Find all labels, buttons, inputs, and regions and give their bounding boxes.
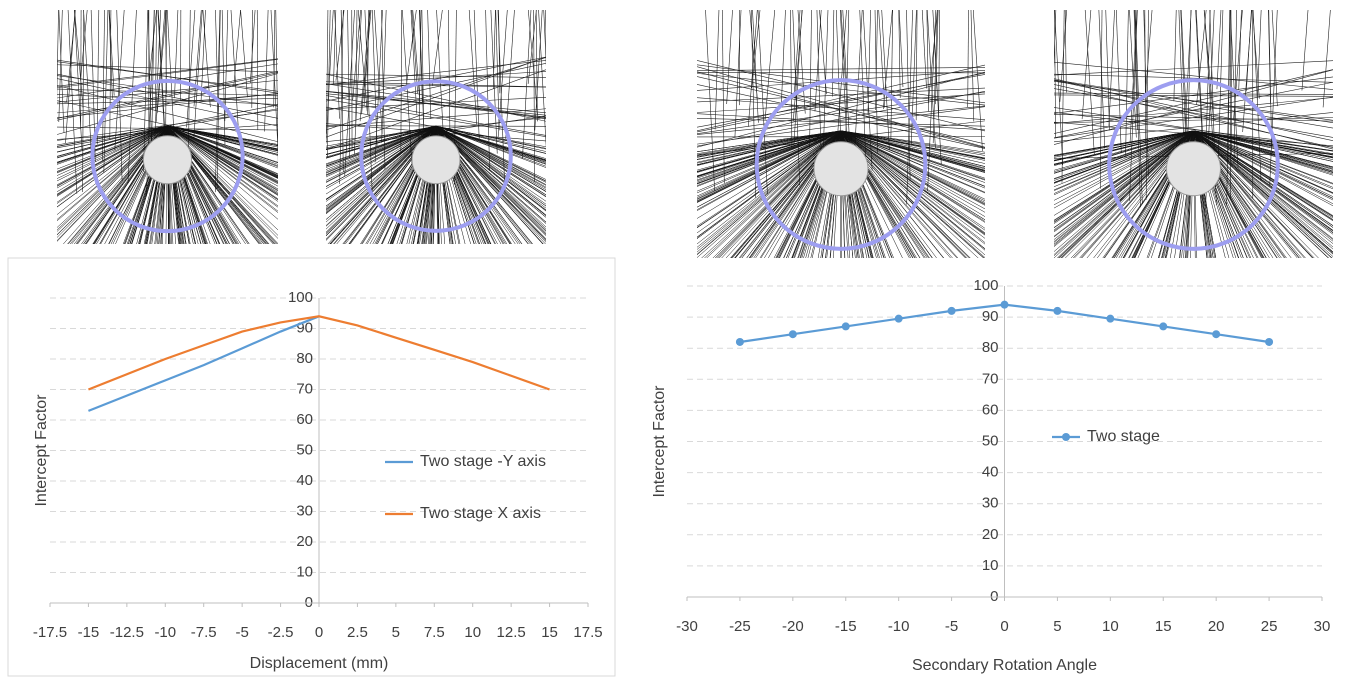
marker [789, 330, 797, 338]
x-tick-label: 12.5 [497, 624, 526, 641]
y-tick-label: 20 [296, 533, 313, 550]
receiver [1167, 142, 1221, 196]
x-tick-label: 10 [464, 624, 481, 641]
x-tick-label: -2.5 [268, 624, 294, 641]
x-tick-label: -30 [676, 618, 698, 635]
receiver [143, 136, 191, 184]
x-tick-label: 30 [1314, 618, 1331, 635]
y-tick-label: 100 [973, 277, 998, 294]
figure: 0102030405060708090100-17.5-15-12.5-10-7… [0, 0, 1345, 677]
marker [948, 307, 956, 315]
x-tick-label: 25 [1261, 618, 1278, 635]
y-tick-label: 50 [982, 432, 999, 449]
x-axis-title: Secondary Rotation Angle [912, 657, 1097, 674]
y-tick-label: 90 [982, 308, 999, 325]
x-tick-label: 0 [315, 624, 323, 641]
x-tick-label: 5 [1053, 618, 1061, 635]
y-tick-label: 100 [288, 289, 313, 306]
legend-marker [1062, 433, 1070, 441]
receiver [412, 136, 460, 184]
marker [1265, 338, 1273, 346]
x-tick-label: -25 [729, 618, 751, 635]
x-tick-label: 7.5 [424, 624, 445, 641]
legend-label: Two stage [1087, 428, 1160, 445]
x-axis-title: Displacement (mm) [250, 655, 389, 672]
x-tick-label: -17.5 [33, 624, 67, 641]
x-tick-label: 2.5 [347, 624, 368, 641]
y-axis-title: Intercept Factor [33, 394, 50, 507]
legend-label: Two stage X axis [420, 505, 541, 522]
y-tick-label: 10 [296, 563, 313, 580]
x-tick-label: -12.5 [110, 624, 144, 641]
x-tick-label: -10 [888, 618, 910, 635]
x-tick-label: -15 [835, 618, 857, 635]
x-tick-label: -15 [78, 624, 100, 641]
y-tick-label: 40 [982, 464, 999, 481]
receiver [814, 142, 868, 196]
y-tick-label: 10 [982, 557, 999, 574]
marker [736, 338, 744, 346]
x-tick-label: 17.5 [573, 624, 602, 641]
y-tick-label: 60 [982, 401, 999, 418]
y-axis-title: Intercept Factor [651, 385, 668, 498]
marker [1001, 301, 1009, 309]
x-tick-label: 10 [1102, 618, 1119, 635]
marker [1212, 330, 1220, 338]
y-tick-label: 40 [296, 472, 313, 489]
y-tick-label: 0 [305, 594, 313, 611]
y-tick-label: 30 [982, 495, 999, 512]
marker [1159, 322, 1167, 330]
y-tick-label: 80 [296, 350, 313, 367]
y-tick-label: 30 [296, 502, 313, 519]
y-tick-label: 80 [982, 339, 999, 356]
y-tick-label: 20 [982, 526, 999, 543]
marker [895, 315, 903, 323]
legend-label: Two stage -Y axis [420, 453, 546, 470]
y-tick-label: 60 [296, 411, 313, 428]
x-tick-label: 5 [392, 624, 400, 641]
y-tick-label: 70 [982, 370, 999, 387]
x-tick-label: -7.5 [191, 624, 217, 641]
y-tick-label: 0 [990, 588, 998, 605]
x-tick-label: 15 [1155, 618, 1172, 635]
x-tick-label: -10 [154, 624, 176, 641]
marker [1053, 307, 1061, 315]
x-tick-label: 20 [1208, 618, 1225, 635]
x-tick-label: -5 [945, 618, 958, 635]
y-tick-label: 70 [296, 380, 313, 397]
x-tick-label: 15 [541, 624, 558, 641]
x-tick-label: 0 [1000, 618, 1008, 635]
marker [1106, 315, 1114, 323]
y-tick-label: 50 [296, 441, 313, 458]
x-tick-label: -20 [782, 618, 804, 635]
marker [842, 322, 850, 330]
x-tick-label: -5 [235, 624, 248, 641]
